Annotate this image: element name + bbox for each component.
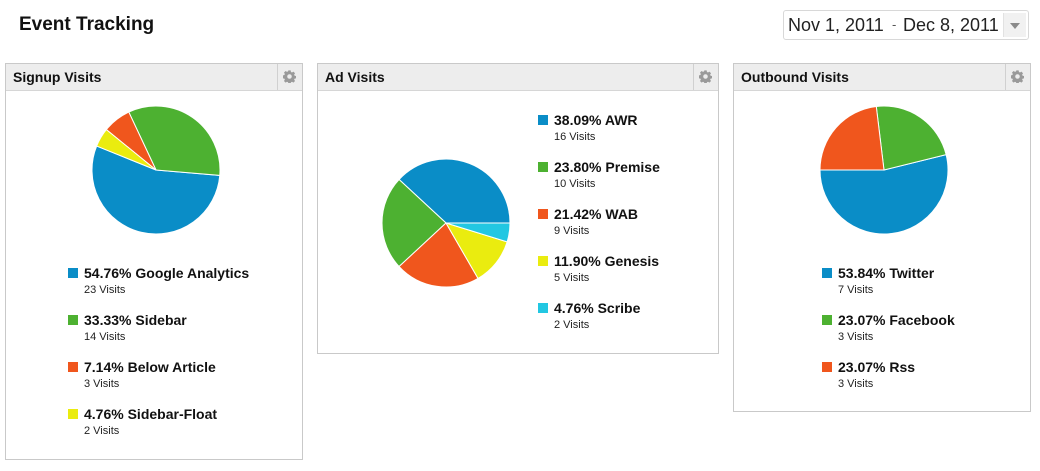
legend-visits-count: 23 Visits (84, 284, 126, 296)
legend-label: 23.07% Rss (838, 359, 916, 375)
legend-label: 7.14% Below Article (84, 359, 216, 375)
pie-chart (91, 105, 221, 235)
panel-header: Signup Visits (6, 64, 302, 91)
legend-swatch (822, 362, 832, 372)
legend-visits-count: 14 Visits (84, 331, 126, 343)
legend-swatch (822, 268, 832, 278)
panel-title: Outbound Visits (741, 69, 849, 85)
pie-slice-facebook[interactable] (875, 105, 947, 171)
panel-title: Ad Visits (325, 69, 385, 85)
legend-swatch (68, 268, 78, 278)
legend-swatch (538, 162, 548, 172)
date-range-picker[interactable]: Nov 1, 2011 - Dec 8, 2011 (783, 10, 1029, 40)
pie-slice-google-analytics[interactable] (91, 145, 221, 235)
legend-label: 38.09% AWR (554, 112, 638, 128)
pie-slice-sidebar[interactable] (128, 105, 221, 176)
legend-visits-count: 7 Visits (838, 284, 874, 296)
legend-label: 11.90% Genesis (554, 253, 660, 269)
chevron-down-icon[interactable] (1003, 13, 1026, 37)
gear-icon[interactable] (1005, 64, 1030, 90)
pie-slice-rss[interactable] (819, 105, 885, 171)
legend-visits-count: 2 Visits (554, 319, 590, 331)
legend-label: 23.80% Premise (554, 159, 660, 175)
legend-swatch (68, 362, 78, 372)
ad-visits-panel: Ad Visits 38.09% AWR 16 Visits 23.80% Prem… (317, 63, 719, 354)
pie-slice-premise[interactable] (381, 178, 447, 268)
date-start: Nov 1, 2011 (788, 15, 884, 35)
legend-swatch (822, 315, 832, 325)
legend-label: 21.42% WAB (554, 206, 639, 222)
pie-chart (819, 105, 949, 235)
legend-label: 54.76% Google Analytics (84, 265, 250, 281)
pie-slice-sidebar-float[interactable] (96, 128, 157, 171)
legend-swatch (538, 209, 548, 219)
legend-label: 53.84% Twitter (838, 265, 935, 281)
page-title: Event Tracking (19, 14, 155, 35)
legend-visits-count: 3 Visits (838, 378, 874, 390)
pie-slice-awr[interactable] (398, 158, 511, 224)
legend-swatch (68, 409, 78, 419)
outbound-visits-panel: Outbound Visits 53.84% Twitter 7 Visits 23… (733, 63, 1031, 412)
legend-visits-count: 3 Visits (84, 378, 120, 390)
legend-visits-count: 16 Visits (554, 131, 596, 143)
legend-label: 33.33% Sidebar (84, 312, 187, 328)
legend-label: 4.76% Sidebar-Float (84, 406, 218, 422)
date-separator: - (892, 17, 897, 32)
panel-header: Outbound Visits (734, 64, 1030, 91)
panel-header: Ad Visits (318, 64, 718, 91)
legend-swatch (538, 115, 548, 125)
legend-label: 4.76% Scribe (554, 300, 641, 316)
legend-visits-count: 2 Visits (84, 425, 120, 437)
legend-visits-count: 5 Visits (554, 272, 590, 284)
legend-swatch (538, 303, 548, 313)
panel-title: Signup Visits (13, 69, 102, 85)
legend-label: 23.07% Facebook (838, 312, 955, 328)
gear-icon[interactable] (277, 64, 302, 90)
legend-visits-count: 9 Visits (554, 225, 590, 237)
gear-icon[interactable] (693, 64, 718, 90)
pie-slice-scribe[interactable] (445, 222, 511, 243)
legend-swatch (68, 315, 78, 325)
date-end: Dec 8, 2011 (903, 15, 999, 35)
pie-chart (381, 158, 511, 288)
legend-visits-count: 10 Visits (554, 178, 596, 190)
legend-swatch (538, 256, 548, 266)
pie-slice-twitter[interactable] (819, 154, 949, 235)
pie-slice-wab[interactable] (398, 222, 479, 288)
legend-visits-count: 3 Visits (838, 331, 874, 343)
signup-visits-panel: Signup Visits 54.76% Google Analytics 23 … (5, 63, 303, 460)
